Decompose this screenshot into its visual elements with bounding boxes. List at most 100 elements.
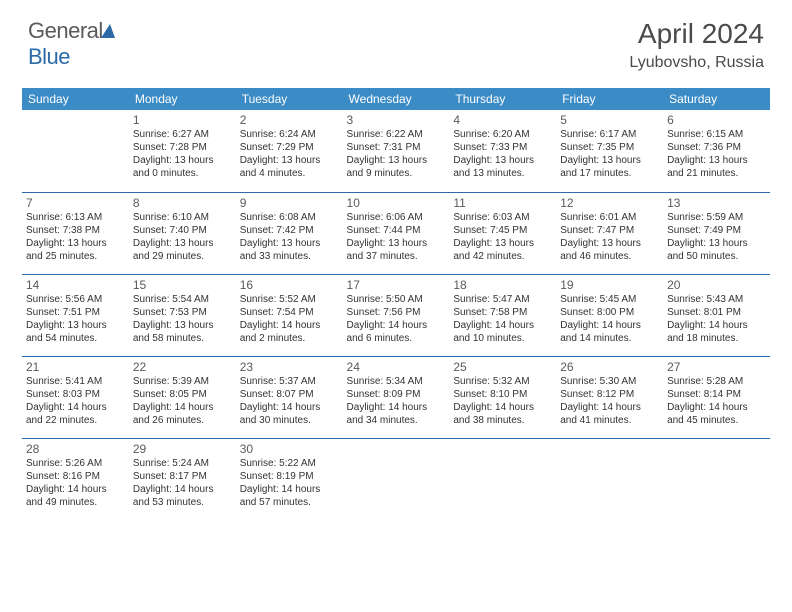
calendar-cell: 30Sunrise: 5:22 AMSunset: 8:19 PMDayligh…: [236, 438, 343, 520]
day-info: Sunrise: 6:20 AMSunset: 7:33 PMDaylight:…: [453, 128, 552, 180]
day-number: 28: [26, 442, 125, 456]
calendar-cell-empty: [663, 438, 770, 520]
calendar-cell: 3Sunrise: 6:22 AMSunset: 7:31 PMDaylight…: [343, 110, 450, 192]
calendar-cell-empty: [343, 438, 450, 520]
weekday-header: Thursday: [449, 88, 556, 110]
weekday-header: Sunday: [22, 88, 129, 110]
calendar-cell: 25Sunrise: 5:32 AMSunset: 8:10 PMDayligh…: [449, 356, 556, 438]
calendar-cell: 11Sunrise: 6:03 AMSunset: 7:45 PMDayligh…: [449, 192, 556, 274]
day-number: 2: [240, 113, 339, 127]
logo: GeneralBlue: [28, 18, 119, 70]
day-info: Sunrise: 5:52 AMSunset: 7:54 PMDaylight:…: [240, 293, 339, 345]
day-number: 6: [667, 113, 766, 127]
day-info: Sunrise: 6:22 AMSunset: 7:31 PMDaylight:…: [347, 128, 446, 180]
day-info: Sunrise: 6:10 AMSunset: 7:40 PMDaylight:…: [133, 211, 232, 263]
weekday-header: Saturday: [663, 88, 770, 110]
day-number: 20: [667, 278, 766, 292]
day-info: Sunrise: 5:41 AMSunset: 8:03 PMDaylight:…: [26, 375, 125, 427]
day-number: 3: [347, 113, 446, 127]
day-number: 15: [133, 278, 232, 292]
logo-word-1: General: [28, 18, 103, 43]
calendar-row: 7Sunrise: 6:13 AMSunset: 7:38 PMDaylight…: [22, 192, 770, 274]
day-info: Sunrise: 6:24 AMSunset: 7:29 PMDaylight:…: [240, 128, 339, 180]
calendar-cell: 21Sunrise: 5:41 AMSunset: 8:03 PMDayligh…: [22, 356, 129, 438]
day-number: 29: [133, 442, 232, 456]
calendar-row: 1Sunrise: 6:27 AMSunset: 7:28 PMDaylight…: [22, 110, 770, 192]
calendar-body: 1Sunrise: 6:27 AMSunset: 7:28 PMDaylight…: [22, 110, 770, 520]
calendar-cell: 10Sunrise: 6:06 AMSunset: 7:44 PMDayligh…: [343, 192, 450, 274]
location: Lyubovsho, Russia: [629, 54, 764, 72]
day-number: 8: [133, 196, 232, 210]
calendar-head: SundayMondayTuesdayWednesdayThursdayFrid…: [22, 88, 770, 110]
day-number: 21: [26, 360, 125, 374]
day-number: 19: [560, 278, 659, 292]
day-number: 26: [560, 360, 659, 374]
calendar-cell: 20Sunrise: 5:43 AMSunset: 8:01 PMDayligh…: [663, 274, 770, 356]
day-number: 22: [133, 360, 232, 374]
weekday-header: Monday: [129, 88, 236, 110]
day-number: 12: [560, 196, 659, 210]
calendar-cell: 22Sunrise: 5:39 AMSunset: 8:05 PMDayligh…: [129, 356, 236, 438]
day-number: 1: [133, 113, 232, 127]
calendar-cell: 4Sunrise: 6:20 AMSunset: 7:33 PMDaylight…: [449, 110, 556, 192]
calendar-row: 28Sunrise: 5:26 AMSunset: 8:16 PMDayligh…: [22, 438, 770, 520]
day-number: 18: [453, 278, 552, 292]
day-number: 14: [26, 278, 125, 292]
weekday-header: Wednesday: [343, 88, 450, 110]
day-info: Sunrise: 5:24 AMSunset: 8:17 PMDaylight:…: [133, 457, 232, 509]
day-info: Sunrise: 5:32 AMSunset: 8:10 PMDaylight:…: [453, 375, 552, 427]
weekday-header: Tuesday: [236, 88, 343, 110]
day-info: Sunrise: 5:59 AMSunset: 7:49 PMDaylight:…: [667, 211, 766, 263]
logo-sail-icon: [101, 18, 119, 44]
day-info: Sunrise: 5:50 AMSunset: 7:56 PMDaylight:…: [347, 293, 446, 345]
day-info: Sunrise: 6:17 AMSunset: 7:35 PMDaylight:…: [560, 128, 659, 180]
calendar-cell: 8Sunrise: 6:10 AMSunset: 7:40 PMDaylight…: [129, 192, 236, 274]
weekday-header: Friday: [556, 88, 663, 110]
header: GeneralBlue April 2024 Lyubovsho, Russia: [0, 0, 792, 80]
day-number: 4: [453, 113, 552, 127]
calendar-cell-empty: [449, 438, 556, 520]
day-number: 16: [240, 278, 339, 292]
calendar-cell: 28Sunrise: 5:26 AMSunset: 8:16 PMDayligh…: [22, 438, 129, 520]
calendar-cell-empty: [556, 438, 663, 520]
calendar-cell: 29Sunrise: 5:24 AMSunset: 8:17 PMDayligh…: [129, 438, 236, 520]
day-info: Sunrise: 6:03 AMSunset: 7:45 PMDaylight:…: [453, 211, 552, 263]
calendar-cell: 9Sunrise: 6:08 AMSunset: 7:42 PMDaylight…: [236, 192, 343, 274]
calendar-cell: 18Sunrise: 5:47 AMSunset: 7:58 PMDayligh…: [449, 274, 556, 356]
calendar-row: 21Sunrise: 5:41 AMSunset: 8:03 PMDayligh…: [22, 356, 770, 438]
calendar-cell: 7Sunrise: 6:13 AMSunset: 7:38 PMDaylight…: [22, 192, 129, 274]
day-number: 9: [240, 196, 339, 210]
day-info: Sunrise: 5:34 AMSunset: 8:09 PMDaylight:…: [347, 375, 446, 427]
calendar-cell: 16Sunrise: 5:52 AMSunset: 7:54 PMDayligh…: [236, 274, 343, 356]
day-number: 17: [347, 278, 446, 292]
day-info: Sunrise: 6:27 AMSunset: 7:28 PMDaylight:…: [133, 128, 232, 180]
calendar-cell: 13Sunrise: 5:59 AMSunset: 7:49 PMDayligh…: [663, 192, 770, 274]
calendar-cell-empty: [22, 110, 129, 192]
day-info: Sunrise: 5:43 AMSunset: 8:01 PMDaylight:…: [667, 293, 766, 345]
day-info: Sunrise: 5:39 AMSunset: 8:05 PMDaylight:…: [133, 375, 232, 427]
calendar-cell: 1Sunrise: 6:27 AMSunset: 7:28 PMDaylight…: [129, 110, 236, 192]
calendar-cell: 5Sunrise: 6:17 AMSunset: 7:35 PMDaylight…: [556, 110, 663, 192]
calendar-cell: 24Sunrise: 5:34 AMSunset: 8:09 PMDayligh…: [343, 356, 450, 438]
day-number: 11: [453, 196, 552, 210]
day-info: Sunrise: 5:45 AMSunset: 8:00 PMDaylight:…: [560, 293, 659, 345]
day-info: Sunrise: 6:06 AMSunset: 7:44 PMDaylight:…: [347, 211, 446, 263]
day-number: 13: [667, 196, 766, 210]
calendar-cell: 19Sunrise: 5:45 AMSunset: 8:00 PMDayligh…: [556, 274, 663, 356]
day-info: Sunrise: 6:13 AMSunset: 7:38 PMDaylight:…: [26, 211, 125, 263]
day-info: Sunrise: 5:28 AMSunset: 8:14 PMDaylight:…: [667, 375, 766, 427]
day-info: Sunrise: 6:15 AMSunset: 7:36 PMDaylight:…: [667, 128, 766, 180]
day-number: 25: [453, 360, 552, 374]
title-block: April 2024 Lyubovsho, Russia: [629, 18, 764, 72]
logo-word-2: Blue: [28, 44, 70, 69]
calendar-cell: 26Sunrise: 5:30 AMSunset: 8:12 PMDayligh…: [556, 356, 663, 438]
day-info: Sunrise: 5:22 AMSunset: 8:19 PMDaylight:…: [240, 457, 339, 509]
calendar-row: 14Sunrise: 5:56 AMSunset: 7:51 PMDayligh…: [22, 274, 770, 356]
day-number: 30: [240, 442, 339, 456]
day-info: Sunrise: 5:54 AMSunset: 7:53 PMDaylight:…: [133, 293, 232, 345]
calendar-cell: 2Sunrise: 6:24 AMSunset: 7:29 PMDaylight…: [236, 110, 343, 192]
calendar-cell: 14Sunrise: 5:56 AMSunset: 7:51 PMDayligh…: [22, 274, 129, 356]
calendar-table: SundayMondayTuesdayWednesdayThursdayFrid…: [22, 88, 770, 520]
day-info: Sunrise: 5:47 AMSunset: 7:58 PMDaylight:…: [453, 293, 552, 345]
day-info: Sunrise: 5:56 AMSunset: 7:51 PMDaylight:…: [26, 293, 125, 345]
